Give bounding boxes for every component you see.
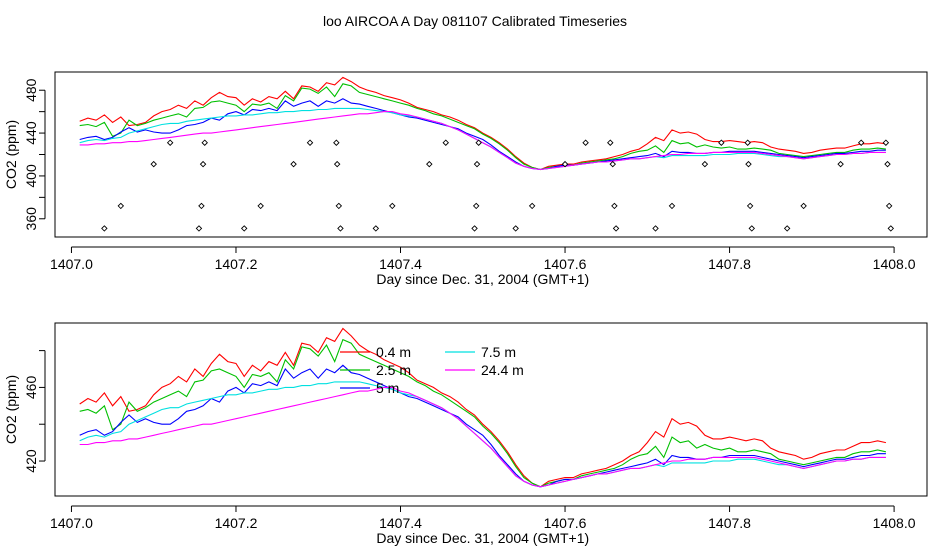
x-tick-label: 1407.0 — [50, 515, 93, 531]
plot-frame — [54, 71, 928, 238]
x-tick-label: 1408.0 — [873, 515, 916, 531]
diamond-marker — [195, 225, 203, 232]
diamond-marker — [746, 202, 754, 210]
x-tick-label: 1407.8 — [708, 515, 751, 531]
series-line-5-m — [79, 364, 886, 488]
diamond-marker — [101, 225, 108, 232]
series-line-2-5-m — [79, 338, 887, 488]
diamond-marker — [201, 139, 208, 146]
diamond-marker — [472, 202, 480, 210]
diamond-marker — [333, 160, 341, 168]
y-tick-label: 440 — [23, 121, 39, 145]
diamond-marker — [117, 202, 125, 210]
diamond-marker — [306, 139, 314, 146]
diamond-marker — [607, 139, 614, 146]
diamond-marker — [745, 160, 752, 168]
diamond-marker — [240, 225, 248, 232]
y-axis-label: CO2 (ppm) — [3, 375, 19, 444]
diamond-marker — [744, 139, 751, 146]
legend-label: 0.4 m — [376, 344, 411, 360]
y-tick-label: 360 — [23, 207, 39, 231]
diamond-marker — [471, 225, 478, 232]
series-line-5-m — [79, 98, 886, 171]
x-tick-label: 1407.4 — [379, 256, 422, 272]
diamond-marker — [718, 139, 725, 146]
diamond-marker — [612, 225, 620, 232]
diamond-marker — [199, 160, 207, 168]
diamond-marker — [885, 202, 893, 210]
diamond-marker — [887, 225, 895, 232]
top-chart-panel: 1407.0 1407.2 1407.4 1407.6 1407.8 1408.0 Day … — [3, 71, 928, 287]
diamond-marker — [882, 139, 890, 146]
x-tick-label: 1407.4 — [379, 515, 422, 531]
diamond-marker — [198, 202, 205, 210]
diamond-marker — [337, 225, 344, 232]
y-tick-label: 420 — [23, 449, 39, 473]
diamond-marker — [884, 160, 891, 168]
plot-frame — [54, 322, 928, 497]
diamond-marker — [783, 225, 791, 232]
diamond-marker — [609, 160, 616, 168]
diamond-marker — [257, 202, 264, 210]
diamond-marker — [561, 160, 569, 168]
diamond-marker — [837, 160, 844, 168]
diamond-marker — [333, 139, 340, 146]
diamond-marker — [528, 202, 536, 210]
diamond-marker — [611, 202, 618, 210]
y-tick-label: 480 — [23, 78, 39, 102]
x-tick-label: 1407.2 — [215, 515, 258, 531]
diamond-marker — [335, 202, 343, 210]
diamond-marker — [668, 202, 676, 210]
series-line-24-4-m — [79, 111, 886, 171]
x-tick-label: 1407.2 — [215, 256, 258, 272]
legend-label: 5 m — [376, 380, 399, 396]
x-tick-label: 1407.0 — [50, 256, 93, 272]
series-line-2-5-m — [79, 83, 886, 171]
series-line-0-4-m — [79, 327, 887, 488]
legend-label: 2.5 m — [376, 362, 411, 378]
diamond-marker — [701, 160, 709, 168]
diamond-marker — [372, 225, 380, 232]
x-tick-label: 1407.6 — [544, 256, 587, 272]
diamond-marker — [857, 139, 865, 146]
diamond-marker — [512, 225, 519, 232]
legend-label: 24.4 m — [481, 362, 524, 378]
legend-label: 7.5 m — [481, 344, 516, 360]
x-tick-label: 1407.6 — [544, 515, 587, 531]
diamond-marker — [389, 202, 396, 210]
x-tick-label: 1408.0 — [873, 256, 916, 272]
diamond-marker — [652, 225, 659, 232]
diamond-marker — [582, 139, 589, 146]
chart-title: loo AIRCOA A Day 081107 Calibrated Times… — [323, 13, 627, 29]
x-tick-label: 1407.8 — [708, 256, 751, 272]
diamond-marker — [150, 160, 157, 168]
series-line-0-4-m — [79, 76, 886, 171]
diamond-marker — [426, 160, 433, 168]
bottom-chart-panel: 1407.0 1407.2 1407.4 1407.6 1407.8 1408.0 Day … — [3, 322, 928, 546]
x-axis-label: Day since Dec. 31, 2004 (GMT+1) — [376, 530, 589, 546]
legend: 0.4 m 2.5 m 5 m 7.5 m 24.4 m — [340, 344, 524, 396]
diamond-marker — [442, 139, 449, 146]
y-axis-label: CO2 (ppm) — [3, 120, 19, 189]
diamond-marker — [475, 139, 482, 146]
diamond-marker — [800, 202, 807, 210]
series-line-24-4-m — [79, 386, 886, 488]
y-tick-label: 460 — [23, 376, 39, 400]
x-axis-label: Day since Dec. 31, 2004 (GMT+1) — [376, 271, 589, 287]
diamond-marker — [748, 225, 756, 232]
diamond-marker — [290, 160, 297, 168]
diamond-marker — [166, 139, 174, 146]
diamond-marker — [473, 160, 481, 168]
y-tick-label: 400 — [23, 164, 39, 188]
